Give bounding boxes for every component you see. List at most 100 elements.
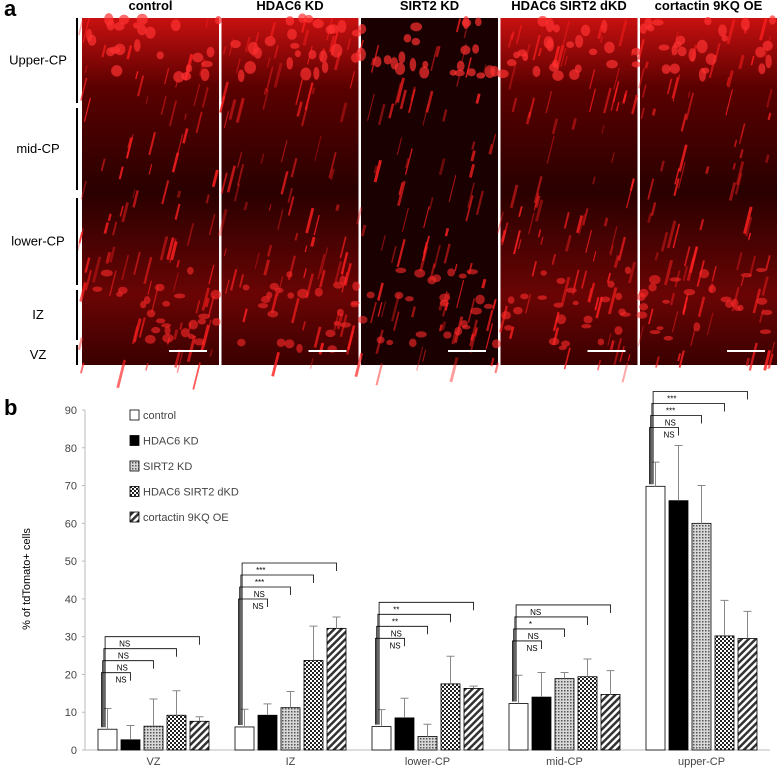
cell-body	[462, 16, 470, 30]
cell-body	[618, 308, 627, 316]
cell-process	[218, 209, 228, 237]
error-bar	[263, 703, 272, 716]
cell-process	[174, 349, 182, 368]
cell-process	[135, 71, 139, 80]
cell-process	[171, 152, 180, 173]
cell-process	[728, 182, 737, 201]
legend-label: SIRT2 KD	[143, 461, 192, 473]
cell-process	[336, 313, 344, 330]
cell-body	[337, 20, 347, 33]
cell-body	[470, 307, 482, 315]
cell-body	[140, 300, 147, 309]
cell-process	[494, 362, 500, 374]
y-axis-label: % of tdTomato+ cells	[21, 528, 33, 630]
cell-process	[680, 113, 688, 132]
cell-process	[205, 18, 209, 28]
cell-body	[339, 322, 352, 328]
cell-process	[121, 254, 130, 281]
bar	[280, 707, 301, 751]
cell-process	[305, 207, 315, 234]
cell-body	[394, 62, 406, 75]
cell-process	[79, 282, 87, 302]
cell-process	[677, 161, 686, 189]
cell-process	[470, 333, 475, 341]
bar	[531, 696, 552, 751]
cell-process	[471, 141, 476, 150]
cell-process	[442, 109, 448, 122]
cell-body	[688, 48, 697, 62]
cell-body	[513, 51, 520, 59]
cell-process	[254, 252, 260, 269]
cell-process	[650, 202, 657, 216]
bar	[463, 688, 484, 751]
cell-process	[238, 274, 245, 288]
cell-body	[187, 333, 195, 340]
error-bar	[720, 599, 729, 636]
significance-bracket	[378, 601, 474, 725]
cell-body	[546, 38, 554, 52]
cell-body	[269, 282, 279, 291]
cell-process	[552, 311, 560, 332]
cell-body	[615, 292, 623, 301]
cell-process	[674, 167, 680, 185]
cell-process	[184, 113, 187, 120]
cell-process	[641, 84, 647, 98]
cell-body	[607, 280, 615, 288]
cell-process	[592, 176, 596, 185]
cell-body	[212, 318, 221, 326]
significance-bracket	[376, 625, 428, 725]
cell-process	[683, 246, 691, 267]
cell-process	[273, 45, 279, 59]
cell-body	[114, 22, 125, 31]
cell-process	[229, 269, 238, 291]
cell-process	[360, 224, 367, 237]
significance-label: NS	[118, 652, 129, 661]
cell-body	[330, 43, 343, 58]
cell-body	[333, 321, 340, 326]
cell-body	[466, 269, 478, 275]
cell-body	[456, 60, 465, 72]
cell-process	[204, 297, 210, 308]
legend-swatch	[129, 409, 140, 421]
cell-process	[546, 135, 555, 164]
cell-process	[736, 252, 743, 271]
cell-process	[118, 166, 124, 180]
cell-process	[107, 213, 112, 222]
cell-process	[80, 180, 87, 200]
cell-body	[386, 339, 394, 346]
cell-body	[198, 313, 210, 320]
significance-label: ***	[666, 407, 675, 416]
bar	[668, 500, 689, 751]
cell-process	[137, 75, 145, 97]
cell-body	[762, 40, 773, 51]
x-tick-label: mid-CP	[546, 756, 583, 768]
cell-body	[718, 24, 727, 37]
cell-process	[138, 317, 146, 338]
cell-process	[211, 169, 219, 188]
cell-process	[532, 34, 541, 61]
cell-process	[161, 180, 170, 205]
cell-process	[763, 349, 772, 371]
significance-label: NS	[664, 431, 675, 440]
cell-process	[578, 213, 585, 235]
cell-process	[580, 270, 588, 289]
cell-process	[666, 220, 677, 249]
significance-bracket	[241, 562, 337, 725]
cell-process	[497, 211, 504, 234]
cell-process	[346, 38, 352, 51]
cell-body	[693, 322, 701, 332]
cell-process	[563, 211, 570, 229]
cell-process	[725, 89, 733, 116]
cell-process	[182, 128, 189, 144]
significance-label: NS	[119, 640, 130, 649]
cell-body	[648, 275, 661, 285]
cell-body	[92, 286, 103, 292]
cell-process	[564, 55, 568, 66]
cell-process	[173, 329, 179, 340]
legend-label: control	[143, 410, 176, 422]
cell-process	[266, 244, 273, 257]
column-label: HDAC6 SIRT2 dKD	[511, 0, 627, 13]
cell-process	[223, 248, 227, 257]
cell-body	[319, 50, 328, 63]
cell-body	[553, 302, 564, 308]
